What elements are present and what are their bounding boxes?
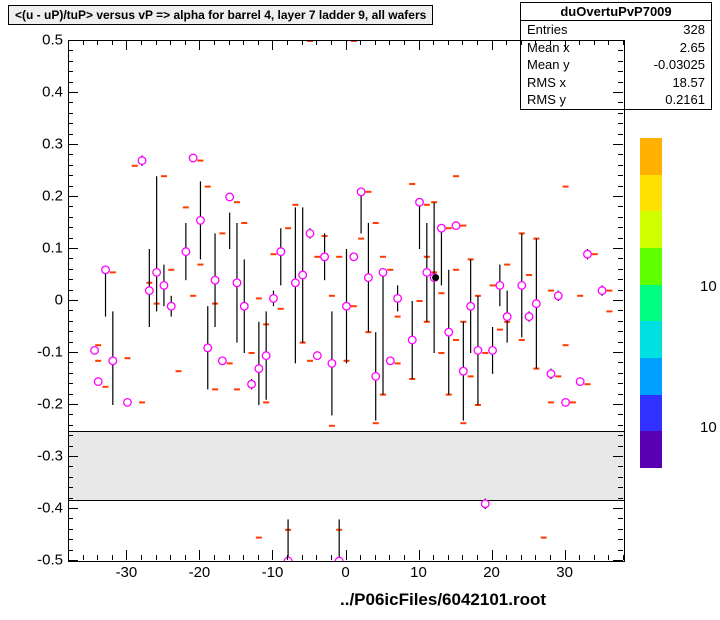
stats-name: duOvertuPvP7009 [521, 3, 711, 21]
y-tick-label: 0.5 [18, 32, 63, 49]
y-tick-label: 0.1 [18, 240, 63, 257]
colorbar-label: 10 [700, 419, 717, 436]
y-tick-label: -0.2 [18, 396, 63, 413]
chart-container: <(u - uP)/tuP> versus vP => alpha for ba… [0, 0, 720, 620]
y-tick-label: -0.5 [18, 552, 63, 569]
footer-path: ../P06icFiles/6042101.root [340, 590, 546, 610]
x-tick-label: 0 [341, 564, 349, 581]
x-tick-label: -20 [189, 564, 211, 581]
x-tick-label: -10 [262, 564, 284, 581]
y-tick-label: 0.2 [18, 188, 63, 205]
data-layer [69, 41, 624, 561]
y-tick-label: -0.1 [18, 344, 63, 361]
y-tick-label: -0.3 [18, 448, 63, 465]
x-tick-label: 20 [483, 564, 500, 581]
colorbar-label: 10 [700, 278, 717, 295]
plot-area [68, 40, 625, 562]
y-tick-label: 0.3 [18, 136, 63, 153]
colorbar [640, 138, 662, 468]
y-tick-label: -0.4 [18, 500, 63, 517]
x-tick-label: 10 [410, 564, 427, 581]
stats-row: Entries328 [521, 21, 711, 39]
x-tick-label: 30 [556, 564, 573, 581]
plot-title: <(u - uP)/tuP> versus vP => alpha for ba… [8, 5, 433, 25]
y-tick-label: 0 [18, 292, 63, 309]
y-tick-label: 0.4 [18, 84, 63, 101]
x-tick-label: -30 [116, 564, 138, 581]
